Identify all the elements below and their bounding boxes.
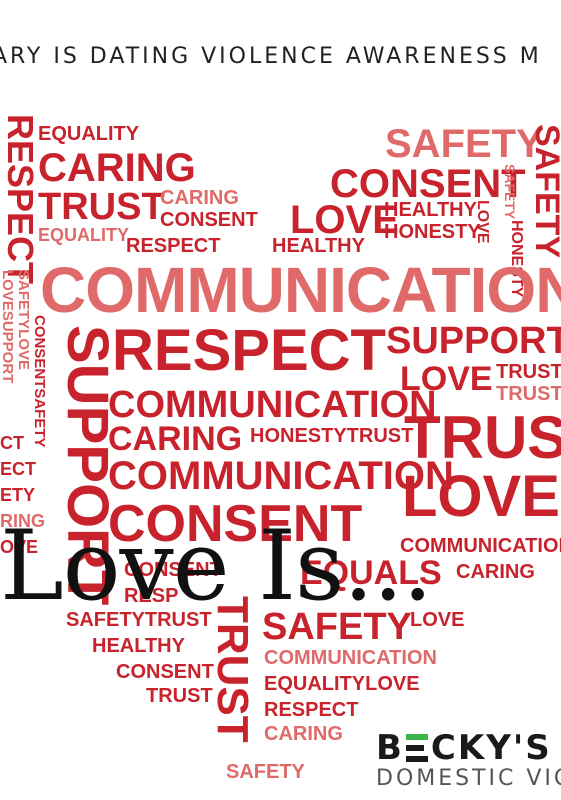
logo-name: B CKY'S H (376, 728, 561, 768)
word-caring-mid: CARING (108, 420, 243, 458)
word-caring-small: CARING (160, 187, 239, 209)
word-safety-vertical: SAFETYLOVE (15, 270, 32, 371)
word-fragment-ety: ETY (0, 485, 36, 505)
word-love-lower: LOVE (410, 609, 465, 631)
word-trust-small-right: TRUST (496, 361, 561, 383)
word-honesty-vertical: HONESTY (508, 220, 525, 298)
word-trust: TRUST (38, 186, 165, 228)
word-consent-small: CONSENT (160, 209, 258, 231)
word-consent-lower: CONSENT (124, 559, 222, 581)
word-healthy-top: HEALTHY (384, 199, 477, 221)
word-safety-top: SAFETY (385, 122, 543, 166)
awareness-banner: ARY IS DATING VIOLENCE AWARENESS M (0, 44, 561, 69)
word-fragment-ring: RING (0, 511, 45, 531)
word-consent-top: CONSENT (330, 162, 526, 206)
word-healthy-lower: HEALTHY (92, 635, 185, 657)
logo-name-end: CKY'S H (430, 728, 561, 768)
word-fragment-ove: OVE (0, 537, 39, 557)
word-caring-lowest: CARING (264, 723, 343, 745)
word-healthy-mid: HEALTHY (272, 235, 365, 257)
word-safety-small-vertical: SAFETY (502, 164, 518, 220)
logo-subtitle: DOMESTIC VIO (376, 766, 561, 791)
beckys-house-logo: B CKY'S H DOMESTIC VIO (376, 728, 561, 791)
word-respect-small: RESPECT (126, 235, 221, 257)
word-communication-lower: COMMUNICATION (264, 647, 437, 669)
word-support-vertical: SUPPORT (55, 325, 120, 606)
word-trust-vertical: TRUST (208, 596, 257, 743)
headline: Love Is... (0, 510, 433, 622)
word-lovesupport-vertical: LOVESUPPORT (0, 270, 16, 384)
word-love-large-right: LOVE (402, 464, 560, 529)
word-fragment-ect: ECT (0, 459, 36, 479)
logo-e-mark-icon (405, 734, 428, 762)
word-honestytrust: HONESTYTRUST (250, 425, 414, 447)
logo-name-start: B (376, 728, 404, 768)
word-support-right: SUPPORT (386, 320, 561, 362)
word-communication-mid: COMMUNICATION (108, 384, 437, 426)
word-consent-large: CONSENT (108, 495, 363, 553)
word-caring-lower-right: CARING (456, 561, 535, 583)
word-communication-low: COMMUNICATION (108, 454, 454, 498)
word-love-top: LOVE (290, 198, 399, 242)
word-love-right: LOVE (400, 360, 493, 398)
word-equality: EQUALITY (38, 123, 140, 145)
word-equalitylove: EQUALITYLOVE (264, 673, 420, 695)
word-trust-small-right-2: TRUST (496, 383, 561, 405)
banner-text: ARY IS DATING VIOLENCE AWARENESS M (0, 44, 542, 69)
word-safety-bottom: SAFETY (226, 761, 305, 783)
word-equals: EQUALS (300, 554, 442, 592)
word-respect-vertical: RESPECT (0, 114, 41, 285)
word-consent-lowest: CONSENT (116, 661, 214, 683)
word-safety-lower: SAFETY (262, 606, 412, 648)
word-communication-small-right: COMMUNICATION (400, 535, 561, 557)
word-resp-lower: RESP (124, 585, 179, 607)
word-respect-lowest: RESPECT (264, 699, 359, 721)
word-equality-light: EQUALITY (38, 225, 130, 245)
word-consentsafety-vertical: CONSENTSAFETY (31, 315, 48, 448)
word-trus-large: TRUS (404, 404, 561, 471)
word-healthy-vertical: SAFETY (528, 124, 561, 259)
word-communication-large: COMMUNICATION (40, 254, 561, 326)
word-respect-large: RESPECT (112, 318, 386, 383)
word-safetytrust: SAFETYTRUST (66, 609, 212, 631)
heart-word-cloud: RESPECT LOVESUPPORT SAFETYLOVE CONSENTSA… (0, 100, 561, 800)
word-love-small-vertical: LOVE (474, 200, 491, 244)
word-trust-lowest: TRUST (146, 685, 213, 707)
word-honesty-top: HONESTY (384, 221, 481, 243)
word-fragment-ct: CT (0, 433, 24, 453)
word-caring: CARING (38, 146, 196, 190)
